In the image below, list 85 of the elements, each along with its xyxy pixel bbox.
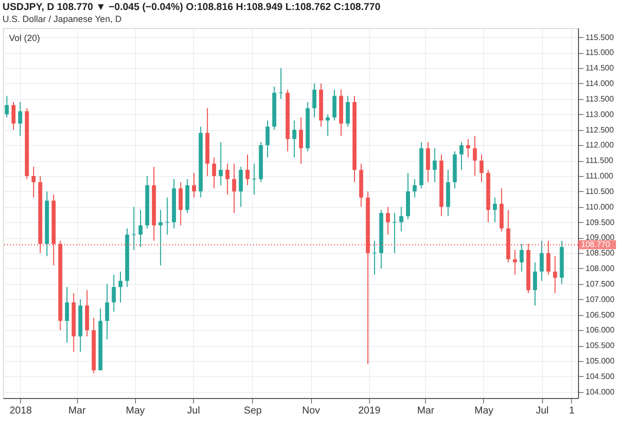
candlestick	[218, 142, 223, 186]
candlestick	[372, 240, 377, 276]
candlestick	[520, 243, 524, 272]
x-tick-label: Mar	[68, 406, 86, 416]
candlestick	[540, 240, 544, 282]
y-tick-label: 112.000	[586, 140, 614, 150]
candlestick	[165, 197, 170, 236]
candlestick	[492, 197, 497, 223]
y-tick-label: 114.500	[586, 64, 614, 73]
candlestick	[238, 166, 243, 208]
x-tick-label: Jul	[536, 406, 549, 416]
candlestick	[426, 142, 430, 183]
y-tick-label: 115.000	[586, 48, 614, 58]
candlestick	[533, 262, 538, 306]
candlestick	[466, 138, 470, 158]
x-tick-label: 1	[569, 406, 576, 416]
annotation: Vol (20)	[9, 33, 40, 43]
candlestick	[64, 286, 69, 343]
candlestick	[192, 172, 196, 198]
x-tick-label: 2018	[10, 406, 32, 416]
candlestick	[292, 120, 296, 158]
candlestick	[4, 95, 9, 118]
candlestick	[278, 68, 283, 100]
candlestick	[112, 274, 116, 312]
y-tick-label: 105.000	[586, 356, 615, 366]
candlestick	[553, 256, 558, 294]
candlestick	[326, 114, 330, 136]
y-tick-label: 113.500	[586, 94, 614, 104]
y-tick-label: 105.500	[586, 341, 615, 350]
y-tick-label: 107.500	[586, 279, 615, 288]
candlestick	[459, 142, 464, 170]
candlestick	[118, 271, 122, 303]
x-tick-label: Jul	[187, 406, 200, 416]
x-tick-label: Sep	[244, 406, 262, 416]
candlestick	[212, 157, 216, 189]
y-tick-label: 109.000	[586, 233, 615, 242]
y-tick-label: 114.000	[586, 79, 614, 88]
y-tick-label: 111.500	[586, 156, 614, 166]
chart-subtitle: U.S. Dollar / Japanese Yen, D	[2, 14, 122, 24]
candlestick	[232, 163, 236, 214]
y-tick-label: 108.500	[586, 248, 615, 258]
candlestick	[480, 154, 484, 183]
candlestick	[386, 206, 390, 236]
candlestick	[138, 209, 143, 248]
candlestick	[178, 182, 183, 226]
candlestick	[32, 166, 36, 198]
candlestick	[399, 206, 404, 232]
x-tick-label: Nov	[302, 406, 320, 416]
candlestick	[299, 116, 304, 164]
candlestick	[246, 154, 250, 186]
y-tick-label: 107.000	[586, 294, 615, 304]
y-tick-label: 109.500	[586, 218, 615, 227]
candlestick	[225, 163, 230, 195]
candlestick	[432, 148, 437, 183]
y-tick-label: 113.000	[586, 110, 614, 119]
candlestick	[346, 95, 350, 128]
y-tick-label: 106.500	[586, 310, 615, 320]
candlestick	[312, 83, 316, 118]
candlestick	[266, 120, 270, 158]
y-tick-label: 112.500	[586, 125, 614, 134]
candlestick	[132, 206, 136, 250]
candlestick	[105, 283, 110, 340]
x-tick-label: May	[474, 406, 494, 416]
y-tick-label: 115.500	[586, 32, 614, 42]
x-tick-label: May	[126, 406, 145, 416]
y-tick-label: 110.000	[586, 202, 614, 212]
y-tick-label: 104.500	[586, 372, 615, 381]
y-tick-label: 106.000	[586, 326, 615, 335]
candlestick	[18, 102, 22, 136]
candlestick	[252, 163, 256, 195]
y-tick-label: 104.000	[586, 387, 615, 396]
x-tick-label: 2019	[358, 406, 381, 416]
x-tick-label: Mar	[417, 406, 435, 416]
candlestick	[392, 212, 397, 254]
candlestick	[412, 178, 417, 198]
ref-line-label: 108.770	[581, 240, 610, 249]
candlestick	[158, 209, 163, 266]
y-tick-label: 111.000	[586, 172, 614, 180]
candlestick	[472, 135, 477, 176]
y-tick-label: 110.500	[586, 186, 614, 196]
chart-title: USDJPY, D 108.770 ▼ −0.045 (−0.04%) O:108.816 H:108.949 L:108.762 C:108.770	[2, 2, 381, 13]
candlestick	[512, 250, 517, 276]
y-tick-label: 108.000	[586, 264, 615, 273]
candlestick	[12, 102, 16, 130]
candlestick	[332, 89, 336, 121]
